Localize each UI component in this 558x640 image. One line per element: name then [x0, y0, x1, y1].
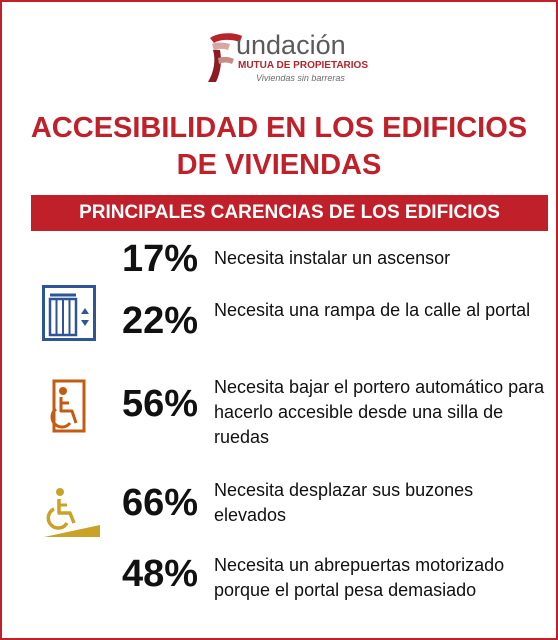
title-line-1: ACCESIBILIDAD EN LOS EDIFICIOS	[30, 112, 528, 144]
fundacion-logo: undación MUTUA DE PROPIETARIOS Viviendas…	[204, 28, 374, 88]
stat-percent: 66%	[121, 482, 198, 524]
stat-percent: 56%	[121, 383, 198, 425]
elevator-icon	[42, 285, 96, 341]
logo-wordmark: undación	[236, 30, 346, 60]
stat-percent: 17%	[121, 238, 198, 280]
wheelchair-door-icon	[50, 379, 86, 433]
stat-description: Necesita un abrepuertas motorizado porqu…	[214, 555, 505, 600]
stat-description: Necesita bajar el portero automático par…	[214, 377, 545, 447]
wheelchair-ramp-icon	[44, 488, 100, 537]
logo-subtitle: MUTUA DE PROPIETARIOS	[238, 60, 369, 71]
section-banner: PRINCIPALES CARENCIAS DE LOS EDIFICIOS	[31, 195, 548, 231]
stat-percent: 22%	[121, 300, 198, 342]
stat-percent: 48%	[121, 553, 198, 595]
stat-description: Necesita una rampa de la calle al portal	[214, 300, 531, 320]
fundacion-f-logo-icon	[208, 33, 242, 82]
stat-description: Necesita desplazar sus buzones elevados	[214, 480, 474, 525]
logo-tagline: Viviendas sin barreras	[256, 73, 345, 83]
stat-description: Necesita instalar un ascensor	[214, 248, 451, 268]
title-line-2: DE VIVIENDAS	[176, 149, 382, 181]
main-title: ACCESIBILIDAD EN LOS EDIFICIOS DE VIVIEN…	[2, 110, 556, 184]
